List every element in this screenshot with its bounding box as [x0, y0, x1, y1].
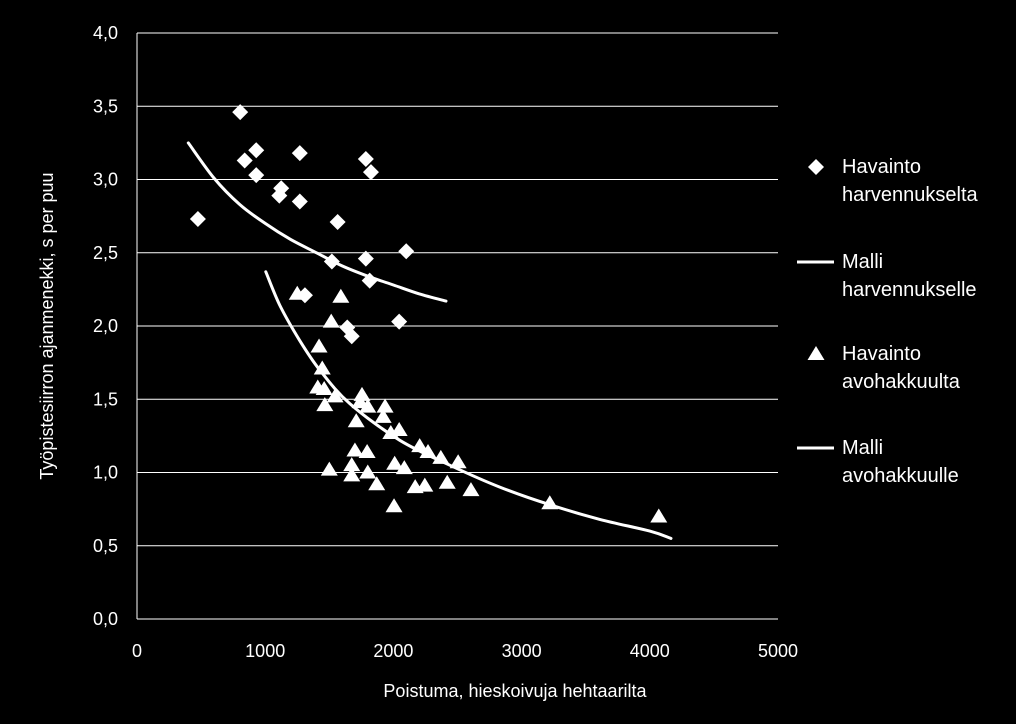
legend-triangle-marker — [807, 346, 825, 360]
x-tick-label: 4000 — [630, 641, 670, 661]
diamond-point — [398, 243, 415, 260]
diamond-point — [357, 150, 374, 167]
y-axis-title: Työpistesiirron ajanmenekki, s per puu — [37, 172, 57, 479]
triangle-point — [650, 508, 668, 523]
triangle-point — [411, 438, 429, 453]
triangle-point — [310, 338, 328, 353]
y-tick-label: 3,5 — [93, 96, 118, 116]
diamond-point — [291, 193, 308, 210]
diamond-point — [343, 328, 360, 345]
y-tick-labels: 0,0 0,5 1,0 1,5 2,0 2,5 3,0 3,5 4,0 — [93, 23, 118, 629]
triangle-point — [346, 442, 364, 457]
triangle-point — [347, 413, 365, 428]
y-tick-label: 2,0 — [93, 316, 118, 336]
diamond-point — [362, 164, 379, 181]
model-lines — [186, 141, 673, 540]
y-tick-label: 1,5 — [93, 389, 118, 409]
y-tick-label: 2,5 — [93, 243, 118, 263]
y-tick-label: 4,0 — [93, 23, 118, 43]
triangle-point — [288, 285, 306, 300]
diamond-point — [291, 145, 308, 162]
x-tick-label: 3000 — [502, 641, 542, 661]
triangle-point — [353, 386, 371, 401]
diamond-point — [248, 167, 265, 184]
triangle-point — [390, 422, 408, 437]
model-line — [186, 141, 448, 303]
triangle-point — [541, 495, 559, 510]
triangle-point — [320, 461, 338, 476]
x-axis-title: Poistuma, hieskoivuja hehtaarilta — [383, 681, 647, 701]
triangle-point — [385, 498, 403, 513]
triangle-point — [315, 380, 333, 395]
y-tick-label: 0,5 — [93, 536, 118, 556]
x-tick-label: 0 — [132, 641, 142, 661]
y-tick-label: 3,0 — [93, 170, 118, 190]
triangle-point — [316, 397, 334, 412]
triangle-point — [395, 460, 413, 475]
triangle-point — [313, 360, 331, 375]
triangle-point — [432, 449, 450, 464]
x-tick-labels: 0 1000 2000 3000 4000 5000 — [132, 641, 798, 661]
diamond-point — [391, 313, 408, 330]
triangle-point — [462, 482, 480, 497]
triangle-point — [358, 443, 376, 458]
triangle-point — [343, 457, 361, 472]
triangle-point — [326, 388, 344, 403]
triangle-point — [332, 288, 350, 303]
observation-points — [189, 104, 668, 523]
diamond-point — [329, 213, 346, 230]
triangle-point — [359, 464, 377, 479]
y-tick-label: 1,0 — [93, 463, 118, 483]
diamond-point — [232, 104, 249, 121]
triangle-point — [374, 408, 392, 423]
legend-markers — [797, 159, 834, 450]
triangle-point — [376, 398, 394, 413]
diamond-point — [361, 272, 378, 289]
diamond-point — [189, 211, 206, 228]
triangle-point — [322, 313, 340, 328]
diamond-point — [236, 152, 253, 169]
legend-label-malli-avohakkuulle: Malli avohakkuulle — [842, 437, 959, 487]
legend-label-havainto-avohakkuulta: Havainto avohakkuulta — [842, 343, 960, 393]
legend-diamond-marker — [808, 159, 824, 175]
diamond-point — [357, 250, 374, 267]
x-tick-label: 1000 — [245, 641, 285, 661]
triangle-point — [416, 477, 434, 492]
y-tick-label: 0,0 — [93, 609, 118, 629]
diamond-point — [323, 253, 340, 270]
triangle-point — [343, 467, 361, 482]
legend-label-malli-harvennukselle: Malli harvennukselle — [842, 251, 977, 301]
triangle-point — [386, 455, 404, 470]
triangle-point — [359, 398, 377, 413]
x-tick-label: 2000 — [373, 641, 413, 661]
triangle-point — [438, 474, 456, 489]
triangle-point — [368, 476, 386, 491]
axes — [136, 33, 778, 620]
triangle-point — [449, 454, 467, 469]
triangle-point — [419, 443, 437, 458]
x-tick-label: 5000 — [758, 641, 798, 661]
diamond-point — [248, 142, 265, 159]
legend-label-havainto-harvennukselta: Havainto harvennukselta — [842, 156, 978, 206]
gridlines — [137, 32, 778, 547]
diamond-point — [271, 187, 288, 204]
